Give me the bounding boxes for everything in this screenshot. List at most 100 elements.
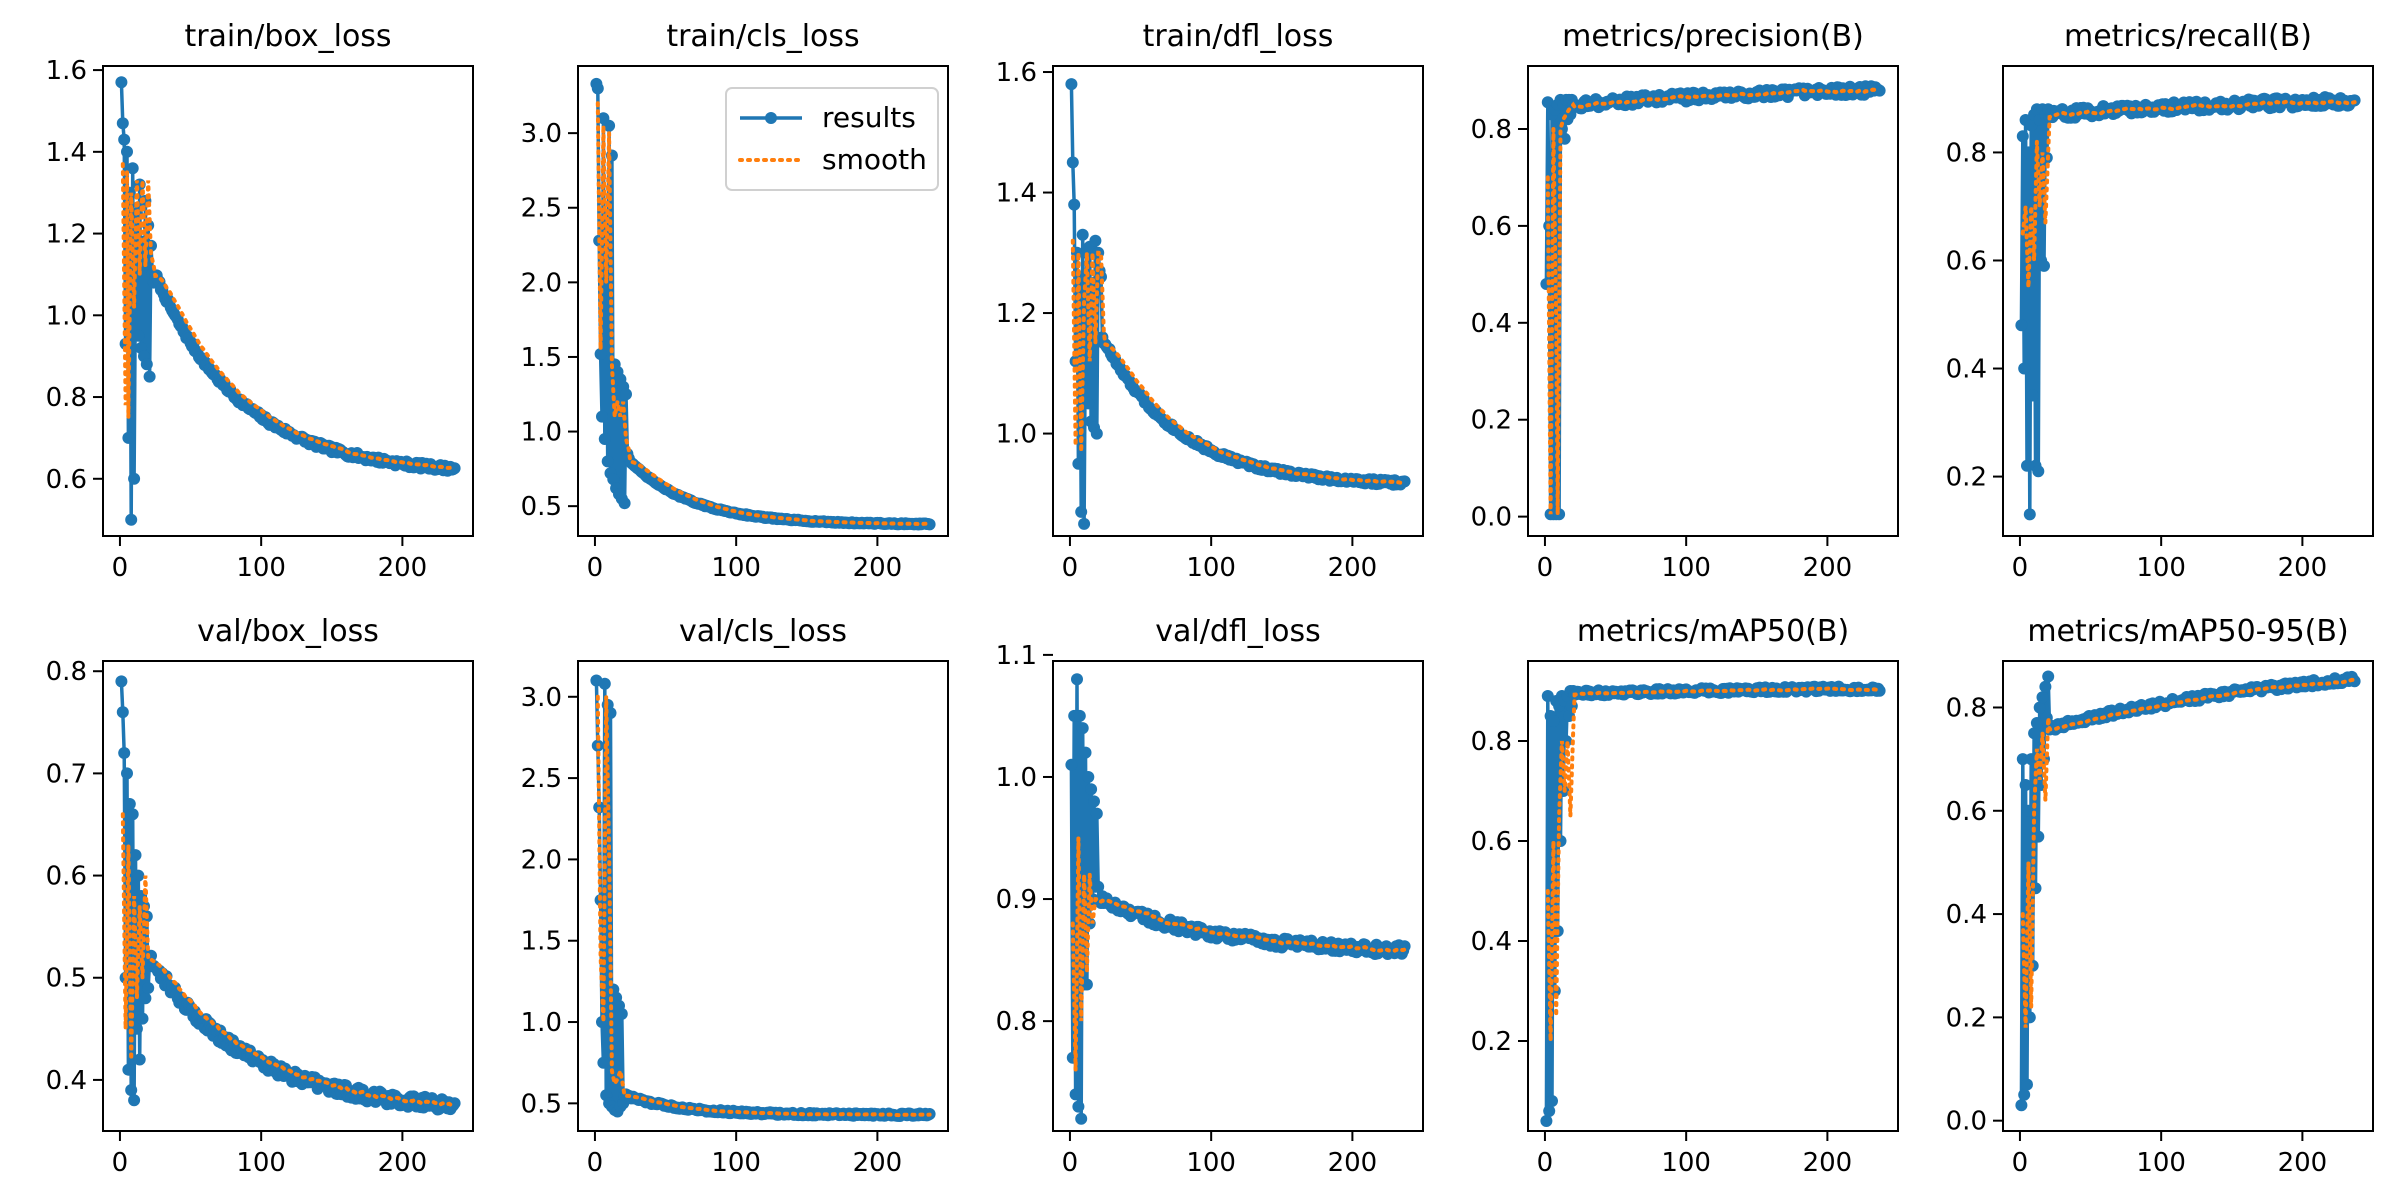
y-tick-label: 1.6 — [46, 56, 87, 86]
x-tick-label: 100 — [1186, 553, 1236, 583]
results-point — [1073, 709, 1086, 722]
x-tick-label: 0 — [587, 553, 604, 583]
y-tick-label: 0.4 — [1471, 309, 1512, 339]
x-tick-label: 0 — [2012, 553, 2029, 583]
results-point — [1088, 795, 1100, 808]
y-tick-label: 0.8 — [46, 383, 87, 413]
y-tick-label: 0.2 — [1471, 406, 1512, 436]
x-tick-label: 200 — [2278, 553, 2328, 583]
x-tick-label: 0 — [587, 1148, 604, 1178]
results-point — [116, 706, 129, 719]
x-tick-label: 0 — [1537, 553, 1554, 583]
results-point — [121, 145, 133, 158]
smooth-series-line — [595, 694, 932, 1118]
results-point — [596, 410, 608, 423]
y-tick-label: 0.4 — [46, 1066, 87, 1096]
results-point — [591, 82, 604, 95]
results-point — [448, 1097, 461, 1110]
results-point — [1072, 1100, 1085, 1113]
results-point — [1092, 880, 1105, 893]
smooth-series-line — [120, 812, 457, 1108]
axes-frame — [1527, 660, 1899, 1132]
results-point — [603, 119, 616, 132]
plot-area — [590, 674, 936, 1122]
results-point — [2019, 779, 2032, 791]
results-point — [1065, 78, 1078, 91]
y-tick-label: 3.0 — [521, 683, 562, 713]
x-tick-label: 0 — [1062, 1148, 1079, 1178]
y-tick-label: 1.4 — [996, 179, 1037, 209]
y-tick-label: 1.2 — [46, 220, 87, 250]
y-tick-label: 0.8 — [1946, 138, 1987, 168]
results-point — [2016, 130, 2029, 143]
results-series-line — [1544, 684, 1882, 1122]
legend-results-marker — [765, 112, 777, 124]
results-point — [2030, 717, 2043, 729]
x-tick-label: 200 — [1328, 1148, 1378, 1178]
plot-area — [2015, 91, 2361, 521]
results-point — [118, 747, 131, 759]
results-point — [1075, 505, 1088, 518]
y-tick-label: 0.8 — [1946, 693, 1987, 723]
chart-metrics-recall: metrics/recall(B) 0 100 200 0.2 0.4 0.6 0.8 — [1946, 19, 2374, 583]
results-point — [1090, 807, 1103, 820]
y-tick-label: 3.0 — [521, 119, 562, 149]
results-point — [126, 162, 139, 175]
chart-title: train/cls_loss — [666, 19, 859, 54]
results-point — [1078, 517, 1091, 530]
results-point — [1085, 783, 1098, 796]
legend-results-label: results — [822, 101, 916, 134]
results-point — [1066, 156, 1079, 169]
legend: results smooth — [725, 87, 939, 191]
axes-frame — [1052, 660, 1424, 1132]
results-point — [123, 798, 136, 810]
y-tick-label: 0.5 — [46, 964, 87, 994]
y-tick-label: 0.2 — [1946, 463, 1987, 493]
y-tick-label: 0.8 — [46, 657, 87, 687]
results-point — [122, 1063, 135, 1076]
chart-val-box-loss: val/box_loss 0 100 200 0.4 0.5 0.6 0.7 0.8 — [46, 614, 474, 1178]
x-tick-label: 200 — [1803, 1148, 1853, 1178]
results-point — [2028, 727, 2041, 740]
results-point — [115, 675, 128, 688]
y-tick-label: 0.6 — [1946, 797, 1987, 827]
results-point — [130, 1022, 143, 1035]
results-point — [142, 982, 155, 994]
results-point — [2042, 670, 2055, 683]
results-point — [1543, 1105, 1556, 1117]
y-tick-label: 0.4 — [1946, 355, 1987, 385]
x-tick-label: 100 — [236, 553, 286, 583]
results-point — [2022, 804, 2035, 817]
axes-frame — [2002, 65, 2374, 537]
results-point — [1072, 457, 1085, 470]
results-point — [1547, 715, 1560, 727]
chart-title: train/box_loss — [184, 19, 391, 54]
results-point — [1071, 673, 1083, 686]
y-tick-label: 0.2 — [1471, 1027, 1512, 1057]
x-tick-label: 100 — [711, 1148, 761, 1178]
y-tick-label: 0.6 — [46, 862, 87, 892]
results-point — [2039, 680, 2052, 693]
results-point — [1540, 1115, 1553, 1127]
smooth-series-line — [1545, 686, 1882, 1042]
results-point — [122, 431, 135, 444]
results-point — [594, 348, 607, 360]
smooth-series-line — [2020, 99, 2357, 288]
chart-train-dfl-loss: train/dfl_loss 0 100 200 1.0 1.2 1.4 1.6 — [996, 19, 1424, 583]
y-tick-label: 1.1 — [996, 641, 1037, 671]
y-tick-label: 0.4 — [1471, 927, 1512, 957]
chart-title: metrics/recall(B) — [2064, 19, 2312, 54]
chart-train-box-loss: train/box_loss 0 100 200 0.6 0.8 1.0 1.2 1.4 1.6 — [46, 19, 474, 583]
axes-frame — [577, 65, 949, 537]
x-tick-label: 100 — [1661, 553, 1711, 583]
results-series-line — [594, 680, 931, 1118]
results-point — [1089, 234, 1102, 247]
x-tick-label: 0 — [1062, 553, 1079, 583]
smooth-series-line — [120, 162, 457, 471]
results-point — [615, 1007, 628, 1020]
chart-val-dfl-loss: val/dfl_loss 0 100 200 0.8 0.9 1.0 1.1 — [996, 614, 1424, 1178]
y-tick-label: 0.8 — [1471, 115, 1512, 145]
x-tick-label: 0 — [2012, 1148, 2029, 1178]
results-point — [2021, 1078, 2033, 1091]
